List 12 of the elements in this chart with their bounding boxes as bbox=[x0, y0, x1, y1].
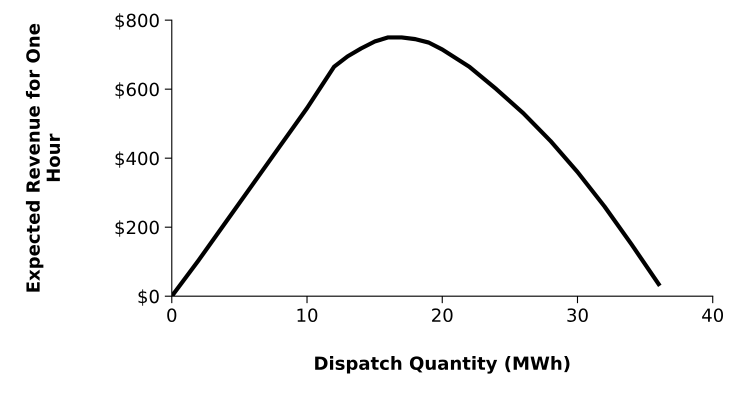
x-tick-label: 20 bbox=[432, 308, 453, 322]
y-tick-label: $200 bbox=[116, 220, 159, 237]
y-tick-label: $600 bbox=[116, 82, 159, 99]
x-tick-label: 30 bbox=[567, 308, 588, 322]
x-tick-label: 0 bbox=[167, 308, 176, 322]
x-axis-title: Dispatch Quantity (MWh) bbox=[315, 356, 570, 374]
y-axis-title: Expected Revenue for One Hour bbox=[26, 24, 60, 292]
y-tick-label: $800 bbox=[116, 13, 159, 30]
x-tick-label: 10 bbox=[298, 308, 318, 322]
y-tick-label: $400 bbox=[116, 151, 159, 168]
y-tick-label: $0 bbox=[138, 289, 159, 306]
x-tick-label: 40 bbox=[702, 308, 724, 322]
